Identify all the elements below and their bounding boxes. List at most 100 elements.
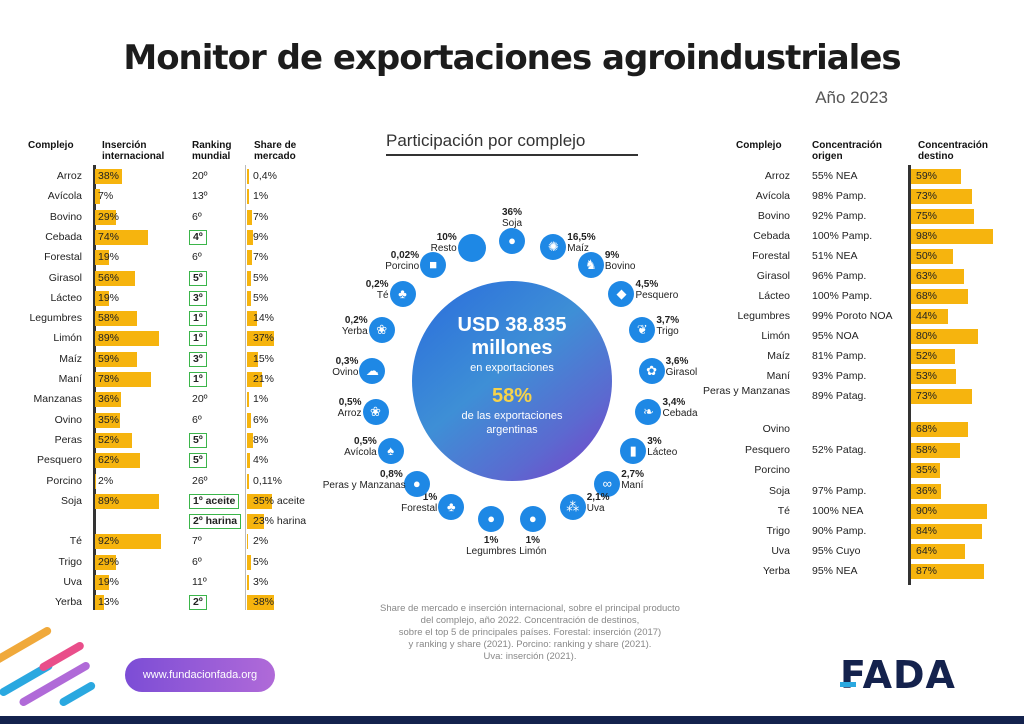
- chicken-icon: ♠: [377, 438, 404, 464]
- destino-bar: [911, 329, 979, 344]
- complejo-label: Arroz: [764, 170, 790, 182]
- insercion-value: 7%: [98, 190, 114, 203]
- website-link[interactable]: www.fundacionfada.org: [125, 658, 275, 692]
- share-sub-1: de las exportaciones: [461, 410, 563, 422]
- share-value: 2%: [253, 535, 269, 548]
- table-row: Legumbres 99% Poroto NOA 44%: [700, 306, 1020, 326]
- corn-icon: ✺: [540, 234, 567, 261]
- share-value: 0,11%: [253, 474, 282, 487]
- share-value: 3%: [253, 576, 269, 588]
- slice-label: 3,6% Girasol: [666, 356, 746, 378]
- slice-label: 3% Lácteo: [647, 436, 727, 458]
- share-bar: [247, 229, 254, 245]
- destino-bar: [911, 524, 982, 539]
- complejo-label: Yerba: [762, 565, 790, 577]
- origen-value: 97% Pamp.: [812, 485, 867, 497]
- ranking-value: 13º: [192, 190, 208, 203]
- share-value: 35% aceite: [253, 494, 305, 507]
- share-value: 1%: [253, 190, 269, 203]
- destino-value: 73%: [916, 390, 938, 402]
- ranking-value: 7º: [192, 535, 202, 548]
- slice-value: 36%: [501, 207, 522, 218]
- slice-label: 3,4% Cebada: [662, 397, 742, 419]
- destino-value: 68%: [916, 423, 938, 435]
- slice-label: 0,5% Arroz: [282, 397, 362, 419]
- share-value: 7%: [253, 251, 269, 264]
- right-header-destino: Concentración destino: [918, 140, 989, 162]
- share-sub-2: argentinas: [486, 424, 538, 436]
- share-value: 21%: [253, 373, 275, 385]
- table-row: Avícola 98% Pamp. 73%: [700, 186, 1020, 206]
- destino-value: 64%: [916, 545, 938, 557]
- share-value: 0,4%: [253, 170, 277, 182]
- table-row: Uva 19% 11º 3%: [0, 572, 330, 592]
- slice-label: 0,2% Yerba: [288, 315, 368, 337]
- ranking-value: 6º: [192, 413, 202, 426]
- slice-label: 0,3% Ovino: [278, 356, 358, 378]
- table-row: Bovino 92% Pamp. 75%: [700, 206, 1020, 226]
- ranking-value: 3º: [189, 290, 207, 306]
- destino-value: 98%: [916, 230, 938, 242]
- destino-value: 90%: [916, 505, 938, 517]
- insercion-bar: [95, 189, 101, 205]
- insercion-bar: [95, 351, 138, 367]
- share-value: 15%: [253, 352, 275, 365]
- destino-bar: [911, 169, 961, 184]
- slice-label: 10% Resto: [377, 232, 457, 254]
- origen-value: 100% Pamp.: [812, 230, 873, 242]
- slice-value: 0,5%: [338, 397, 362, 409]
- slice-name: Girasol: [665, 366, 698, 378]
- complejo-label: Limón: [761, 330, 790, 342]
- insercion-value: 29%: [98, 555, 120, 568]
- slice-value: 1%: [483, 535, 499, 547]
- divider: [245, 165, 246, 610]
- insercion-value: 13%: [98, 596, 120, 609]
- destino-value: 52%: [916, 350, 938, 362]
- slice-label: 0,8% Peras y Manzanas: [323, 469, 406, 491]
- origen-value: 90% Pamp.: [812, 525, 867, 537]
- footnote-line: Uva: inserción (2021).: [483, 651, 577, 662]
- slice-name: Cebada: [662, 408, 698, 420]
- destino-bar: [911, 389, 973, 404]
- destino-value: 36%: [916, 485, 938, 497]
- footnote-line: y ranking y share (2021). Porcino: ranki…: [408, 639, 652, 650]
- insercion-bar: [95, 493, 160, 509]
- summary-circle: [412, 281, 612, 481]
- barley-icon: ❧: [635, 399, 662, 426]
- insercion-value: 59%: [98, 352, 120, 365]
- share-value: 6%: [253, 413, 269, 426]
- left-header-ranking: Ranking mundial: [192, 140, 232, 162]
- insercion-bar: [95, 229, 149, 245]
- table-row: Soja 89% 1º aceite 35% aceite: [0, 491, 330, 511]
- complejo-label: Peras y Manzanas: [703, 385, 790, 397]
- share-bar: [247, 372, 263, 387]
- table-row: Limón 95% NOA 80%: [700, 326, 1020, 346]
- ranking-value: 1º aceite: [189, 493, 240, 509]
- table-row: Té 92% 7º 2%: [0, 531, 330, 551]
- table-row: Forestal 19% 6º 7%: [0, 247, 330, 267]
- insercion-value: 36%: [98, 393, 120, 406]
- right-header-complejo: Complejo: [736, 140, 782, 151]
- ranking-value: 1º: [189, 311, 207, 327]
- table-row: Maní 93% Pamp. 53%: [700, 366, 1020, 386]
- total-unit: millones: [471, 337, 553, 359]
- origen-value: 81% Pamp.: [812, 350, 867, 362]
- complejo-label: Avícola: [47, 190, 82, 203]
- table-row: 2º harina 23% harina: [0, 511, 330, 531]
- sheep-icon: ☁: [359, 357, 386, 384]
- complejo-label: Té: [777, 505, 790, 517]
- fish-icon: ◆: [608, 280, 635, 307]
- ranking-value: 5º: [189, 453, 207, 469]
- destino-value: 58%: [916, 444, 938, 456]
- slice-value: 3,4%: [662, 397, 686, 409]
- slice-name: Té: [376, 289, 389, 301]
- complejo-label: Soja: [60, 494, 82, 507]
- destino-value: 73%: [916, 190, 938, 202]
- slice-value: 9%: [604, 250, 620, 262]
- complejo-label: Peras: [54, 433, 82, 446]
- year-label: Año 2023: [815, 88, 888, 107]
- table-row: Maíz 59% 3º 15%: [0, 349, 330, 369]
- slice-name: Bovino: [604, 261, 636, 273]
- complejo-label: Manzanas: [33, 393, 82, 406]
- origen-value: 96% Pamp.: [812, 270, 867, 282]
